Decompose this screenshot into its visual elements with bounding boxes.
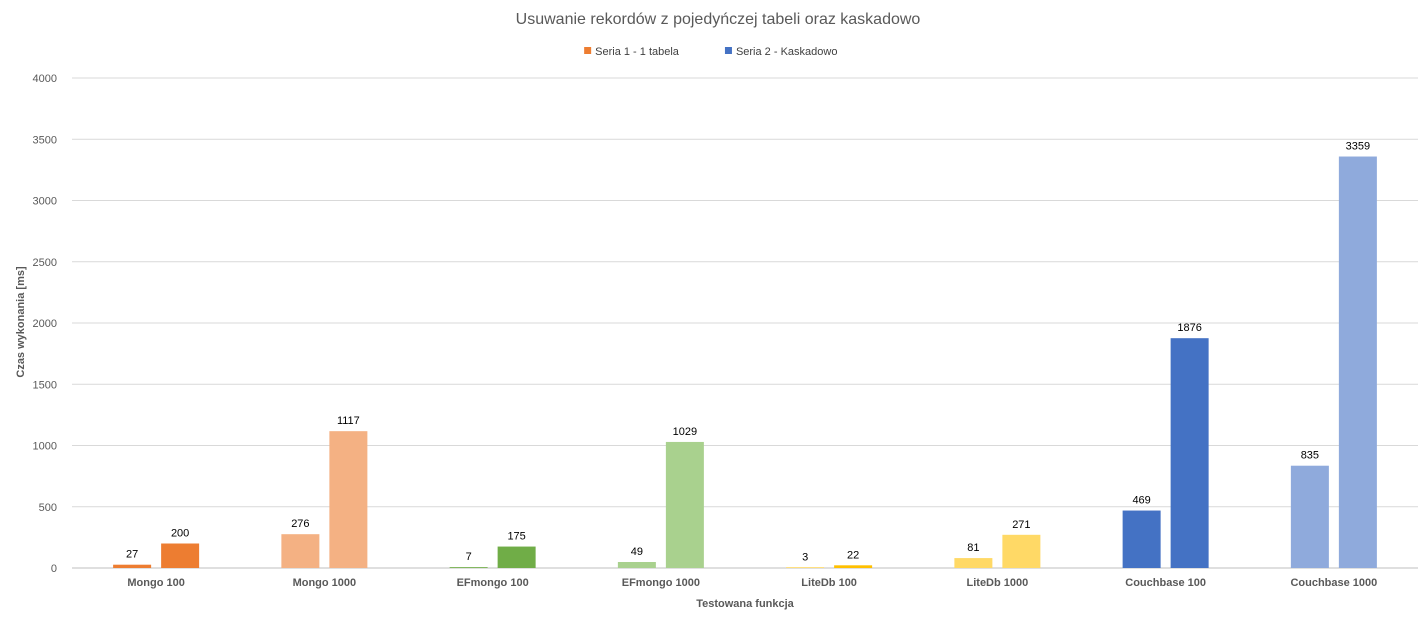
x-axis-categories: Mongo 100 Mongo 1000 EFmongo 100 EFmongo 10…	[127, 577, 1377, 589]
bar-2-8	[1338, 156, 1377, 568]
bar-1-6	[954, 558, 993, 568]
y-tick-label: 3000	[33, 196, 57, 208]
y-tick-label: 1500	[33, 379, 57, 391]
bar-1-8	[1290, 465, 1329, 568]
data-label: 175	[507, 531, 525, 543]
data-label: 271	[1012, 519, 1030, 531]
legend-label: Seria 2 - Kaskadowo	[736, 46, 838, 58]
legend-label: Seria 1 - 1 tabela	[595, 46, 680, 58]
y-tick-label: 1000	[33, 441, 57, 453]
category-label: EFmongo 100	[457, 577, 529, 589]
data-label: 1117	[337, 415, 360, 427]
bar-2-6	[1002, 534, 1041, 568]
bar-1-1	[113, 564, 152, 568]
y-tick-label: 2500	[33, 257, 57, 269]
data-label: 835	[1301, 450, 1319, 462]
data-label: 22	[847, 549, 859, 561]
bar-1-4	[617, 561, 656, 568]
bar-1-3	[449, 567, 488, 568]
bar-2-4	[665, 441, 704, 568]
y-tick-label: 2000	[33, 318, 57, 330]
data-label: 27	[126, 549, 138, 561]
data-label: 49	[631, 546, 643, 558]
x-axis-title: Testowana funkcja	[696, 598, 794, 610]
data-label: 81	[967, 542, 979, 554]
bar-2-5	[834, 565, 873, 568]
y-axis-ticks: 0 500 1000 1500 2000 2500 3000 3500 4000	[33, 73, 57, 575]
chart-title: Usuwanie rekordów z pojedyńczej tabeli o…	[516, 11, 921, 28]
y-tick-label: 4000	[33, 73, 57, 85]
y-tick-label: 3500	[33, 134, 57, 146]
bar-2-3	[497, 546, 536, 568]
data-label: 469	[1132, 495, 1150, 507]
category-label: Couchbase 1000	[1290, 577, 1377, 589]
legend-swatch	[584, 47, 592, 54]
category-label: Mongo 100	[127, 577, 184, 589]
data-label: 276	[291, 518, 309, 530]
bar-1-5	[786, 567, 825, 568]
category-label: Couchbase 100	[1125, 577, 1206, 589]
category-label: LiteDb 1000	[967, 577, 1029, 589]
data-label: 3359	[1346, 141, 1370, 153]
data-label: 1029	[673, 426, 697, 438]
category-label: LiteDb 100	[801, 577, 857, 589]
gridlines	[72, 77, 1418, 569]
legend: Seria 1 - 1 tabela Seria 2 - Kaskadowo	[584, 46, 837, 58]
data-labels: 27 200 276 1117 7 175 49 1029 3 22 81 271 469 1876 835…	[126, 141, 1370, 564]
data-label: 1876	[1177, 322, 1201, 334]
data-label: 200	[171, 528, 189, 540]
category-label: EFmongo 1000	[622, 577, 700, 589]
y-axis-title: Czas wykonania [ms]	[15, 266, 27, 378]
y-tick-label: 500	[39, 502, 57, 514]
bar-2-2	[329, 431, 368, 568]
bar-1-7	[1122, 510, 1161, 568]
bars	[113, 156, 1377, 568]
category-label: Mongo 1000	[293, 577, 357, 589]
y-tick-label: 0	[51, 563, 57, 575]
bar-2-7	[1170, 338, 1209, 568]
data-label: 3	[802, 552, 808, 564]
data-label: 7	[466, 551, 472, 563]
bar-1-2	[281, 534, 320, 568]
bar-2-1	[161, 543, 200, 568]
legend-swatch	[724, 47, 732, 54]
